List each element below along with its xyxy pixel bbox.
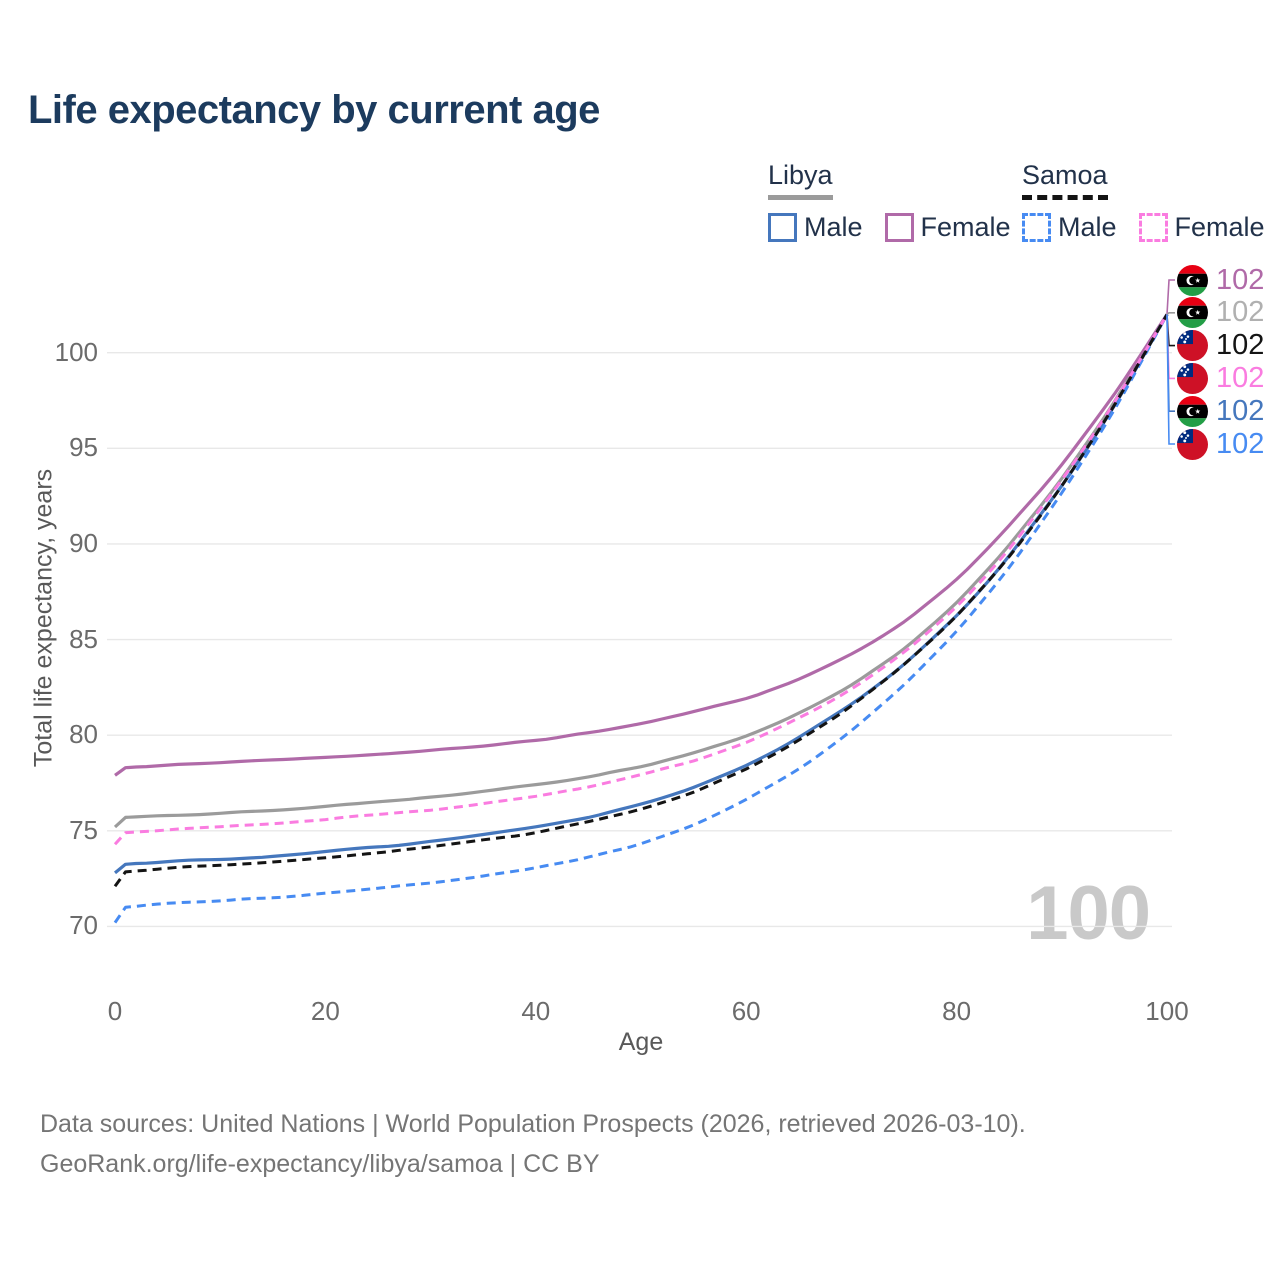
page-title: Life expectancy by current age	[28, 88, 600, 132]
footer-attribution: GeoRank.org/life-expectancy/libya/samoa …	[40, 1150, 600, 1178]
legend-libya-label[interactable]: Libya	[768, 160, 833, 200]
legend-samoa-label[interactable]: Samoa	[1022, 160, 1108, 200]
series-line-libya-female[interactable]	[114, 313, 1169, 777]
footer-data-sources: Data sources: United Nations | World Pop…	[40, 1110, 1026, 1138]
y-axis-tick-label: 85	[69, 623, 98, 654]
age-frame-watermark: 100	[1026, 871, 1151, 956]
series-end-label-samoa-male[interactable]: 102	[1177, 428, 1264, 461]
series-line-libya-both[interactable]	[113, 313, 1169, 829]
legend-item-samoa-female[interactable]: Female	[1138, 212, 1265, 243]
samoa-female-line-swatch-icon	[1138, 213, 1168, 242]
libya-flag-icon	[1177, 297, 1208, 329]
end-value: 102	[1216, 394, 1265, 427]
x-axis-tick-label: 40	[521, 996, 551, 1026]
libya-female-line-swatch-icon	[884, 213, 914, 242]
end-label-leader-line	[1166, 314, 1175, 445]
x-axis-tick-label: 60	[731, 996, 761, 1026]
series-line-samoa-female[interactable]	[113, 313, 1169, 846]
y-axis-tick-label: 80	[69, 719, 98, 750]
series-line-samoa-both[interactable]	[113, 313, 1169, 888]
x-axis-tick-label: 0	[107, 996, 123, 1026]
chart-legend: Libya Male Female Samoa Male	[768, 160, 1265, 243]
y-axis-tick-label: 100	[54, 336, 98, 367]
series-line-libya-male[interactable]	[113, 313, 1169, 875]
end-value: 102	[1216, 263, 1265, 296]
series-end-label-libya-female[interactable]: 102	[1177, 264, 1264, 297]
y-axis-tick-label: 90	[69, 527, 98, 558]
libya-male-line-swatch-icon	[768, 213, 797, 242]
end-label-leader-line	[1166, 279, 1175, 315]
series-end-label-samoa-both[interactable]: 102	[1177, 329, 1264, 362]
samoa-flag-icon	[1177, 428, 1208, 460]
legend-group-samoa: Samoa Male Female	[1022, 160, 1265, 243]
footer: Data sources: United Nations | World Pop…	[40, 1104, 1026, 1184]
end-value: 102	[1216, 329, 1265, 362]
legend-item-libya-male[interactable]: Male	[768, 212, 863, 243]
end-value: 102	[1216, 296, 1265, 329]
y-axis-tick-label: 95	[69, 432, 98, 463]
y-axis-tick-label: 75	[69, 814, 98, 845]
end-value: 102	[1216, 427, 1265, 460]
series-end-label-samoa-female[interactable]: 102	[1177, 362, 1264, 395]
series-line-samoa-male[interactable]	[113, 313, 1169, 924]
samoa-flag-icon	[1177, 362, 1208, 394]
x-axis-tick-label: 100	[1145, 996, 1189, 1026]
libya-flag-icon	[1177, 264, 1208, 296]
samoa-flag-icon	[1177, 330, 1208, 362]
y-axis-tick-label: 70	[69, 910, 98, 941]
end-value: 102	[1216, 361, 1265, 394]
x-axis-tick-label: 20	[310, 996, 340, 1026]
libya-flag-icon	[1177, 395, 1208, 427]
legend-item-libya-female[interactable]: Female	[884, 212, 1011, 243]
end-label-leader-line	[1166, 312, 1175, 316]
legend-item-samoa-male[interactable]: Male	[1022, 212, 1117, 243]
x-axis-tick-label: 80	[942, 996, 972, 1026]
series-end-label-libya-male[interactable]: 102	[1177, 395, 1264, 428]
legend-group-libya: Libya Male Female	[768, 160, 1011, 243]
x-axis-title: Age	[618, 1028, 664, 1056]
series-end-label-libya-both[interactable]: 102	[1177, 296, 1264, 329]
samoa-male-line-swatch-icon	[1022, 213, 1051, 242]
